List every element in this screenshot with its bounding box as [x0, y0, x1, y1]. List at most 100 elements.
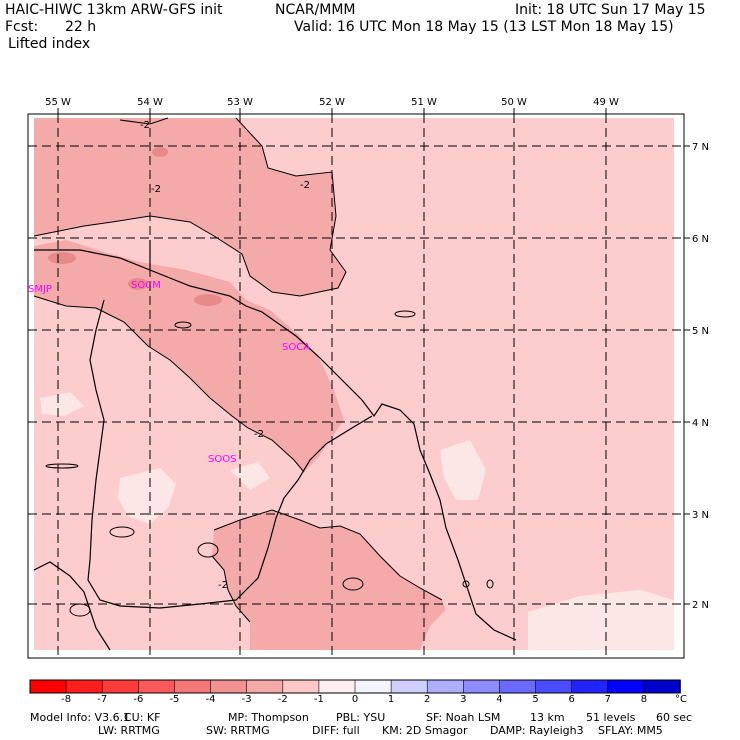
- fill-spot-2: [128, 278, 148, 290]
- contour-top-small: [119, 117, 169, 125]
- contour-label-2: -2: [151, 184, 161, 195]
- fcst-value: 22 h: [65, 19, 97, 35]
- stations: SMJP SOCM SOCA SOOS: [28, 280, 310, 465]
- colorbar-tick-label: 7: [604, 694, 611, 705]
- contour-ring-4: [45, 463, 79, 469]
- footer-pbl: PBL: YSU: [336, 711, 386, 724]
- colorbar-tick-label: -1: [313, 694, 324, 705]
- fill-region-band: [34, 240, 344, 472]
- lat-label-5: 5 N: [692, 326, 709, 337]
- contour-south-left: [211, 555, 251, 623]
- lat-label-3: 3 N: [692, 510, 709, 521]
- colorbar-tick-label: 4: [496, 694, 503, 705]
- fill-light-3: [440, 440, 486, 500]
- colorbar-tick-label: -2: [277, 694, 288, 705]
- colorbar-swatch: [65, 679, 104, 694]
- colorbar-swatch: [29, 679, 67, 694]
- footer-cu: CU: KF: [124, 711, 161, 724]
- contours: [33, 117, 494, 623]
- colorbar-swatch: [318, 679, 356, 694]
- lon-label-53: 53 W: [227, 97, 253, 108]
- footer-sflay: SFLAY: MM5: [598, 724, 663, 737]
- colorbar-tick-label: -7: [97, 694, 108, 705]
- fill-region-south: [212, 510, 446, 650]
- colorbar-swatch: [426, 679, 465, 694]
- org-label: NCAR/MMM: [275, 2, 356, 18]
- contour-label-4: -2: [254, 429, 264, 440]
- contour-ring-6: [197, 542, 219, 558]
- colorbar-swatch: [499, 679, 537, 694]
- station-soca: SOCA: [282, 342, 310, 353]
- footer-timestep: 60 sec: [656, 711, 693, 724]
- footer-mp: MP: Thompson: [228, 711, 309, 724]
- station-socm: SOCM: [131, 280, 161, 291]
- contour-ring-1: [394, 310, 416, 318]
- footer-lw: LW: RRTMG: [98, 724, 160, 737]
- colorbar-tick-label: 3: [460, 694, 467, 705]
- colorbar-swatch: [282, 679, 320, 694]
- coastline: [34, 249, 517, 641]
- colorbar-frame: [29, 679, 681, 694]
- fcst-label: Fcst:: [5, 19, 39, 35]
- fill-region-north: [34, 118, 346, 296]
- colorbar-swatch: [210, 679, 248, 694]
- colorbar-unit: °C: [675, 694, 687, 705]
- colorbar-tick-label: 2: [424, 694, 431, 705]
- lat-label-7: 7 N: [692, 142, 709, 153]
- colorbar-tick-label: 6: [568, 694, 575, 705]
- colorbar-swatch: [607, 679, 645, 694]
- colorbar-swatch: [571, 679, 609, 694]
- colorbar-swatch: [174, 679, 212, 694]
- colorbar-swatch: [390, 679, 429, 694]
- contour-ring-3: [109, 526, 135, 538]
- contour-label-3: -2: [300, 180, 310, 191]
- footer-damp: DAMP: Rayleigh3: [490, 724, 584, 737]
- footer-diff: DIFF: full: [312, 724, 360, 737]
- contour-ring-5: [342, 577, 364, 591]
- footer-km: KM: 2D Smagor: [382, 724, 468, 737]
- footer-sf: SF: Noah LSM: [426, 711, 501, 724]
- contour-label-1: -2: [140, 120, 150, 131]
- colorbar-tick-label: -5: [169, 694, 180, 705]
- footer-line-1: Model Info: V3.6.1 CU: KF MP: Thompson P…: [30, 711, 692, 724]
- lon-label-52: 52 W: [319, 97, 345, 108]
- colorbar-tick-label: -4: [205, 694, 216, 705]
- field-name: Lifted index: [8, 36, 91, 52]
- colorbar-tick-label: 0: [351, 694, 359, 705]
- station-smjp: SMJP: [28, 284, 52, 295]
- colorbar-tick-label: -6: [133, 694, 144, 705]
- map-frame: [27, 113, 685, 659]
- lat-labels: 7 N 6 N 5 N 4 N 3 N 2 N: [692, 142, 709, 611]
- border-west: [87, 299, 373, 609]
- colorbar-tick-label: 8: [640, 694, 648, 705]
- fill-spot-3: [194, 294, 222, 306]
- colorbar-swatch: [643, 679, 681, 694]
- lat-label-2: 2 N: [692, 600, 709, 611]
- colorbar-swatch: [246, 679, 284, 694]
- model-title: HAIC-HIWC 13km ARW-GFS init: [5, 2, 223, 18]
- colorbar-tick-label: -8: [61, 694, 72, 705]
- colorbar-swatch: [535, 679, 573, 694]
- lon-label-54: 54 W: [137, 97, 163, 108]
- ticks: [57, 108, 690, 605]
- init-time: Init: 18 UTC Sun 17 May 15: [515, 2, 706, 18]
- fill-light-4: [528, 590, 674, 650]
- lon-label-49: 49 W: [593, 97, 619, 108]
- contour-south-top: [213, 509, 443, 601]
- colorbar-swatch: [101, 679, 140, 694]
- colorbar-swatch: [138, 679, 176, 694]
- lon-label-55: 55 W: [45, 97, 71, 108]
- lat-label-4: 4 N: [692, 418, 709, 429]
- contour-label-5: -2: [218, 580, 228, 591]
- footer-model-info: Model Info: V3.6.1: [30, 711, 131, 724]
- graticule: [28, 114, 684, 658]
- contour-ring-2: [174, 321, 192, 329]
- colorbar-swatch: [354, 679, 392, 694]
- footer-resolution: 13 km: [530, 711, 565, 724]
- contour-labels: -2 -2 -2 -2 -2: [140, 120, 310, 591]
- colorbar-tick-label: 1: [387, 694, 395, 705]
- fill-light-1: [118, 468, 176, 524]
- lon-label-51: 51 W: [411, 97, 437, 108]
